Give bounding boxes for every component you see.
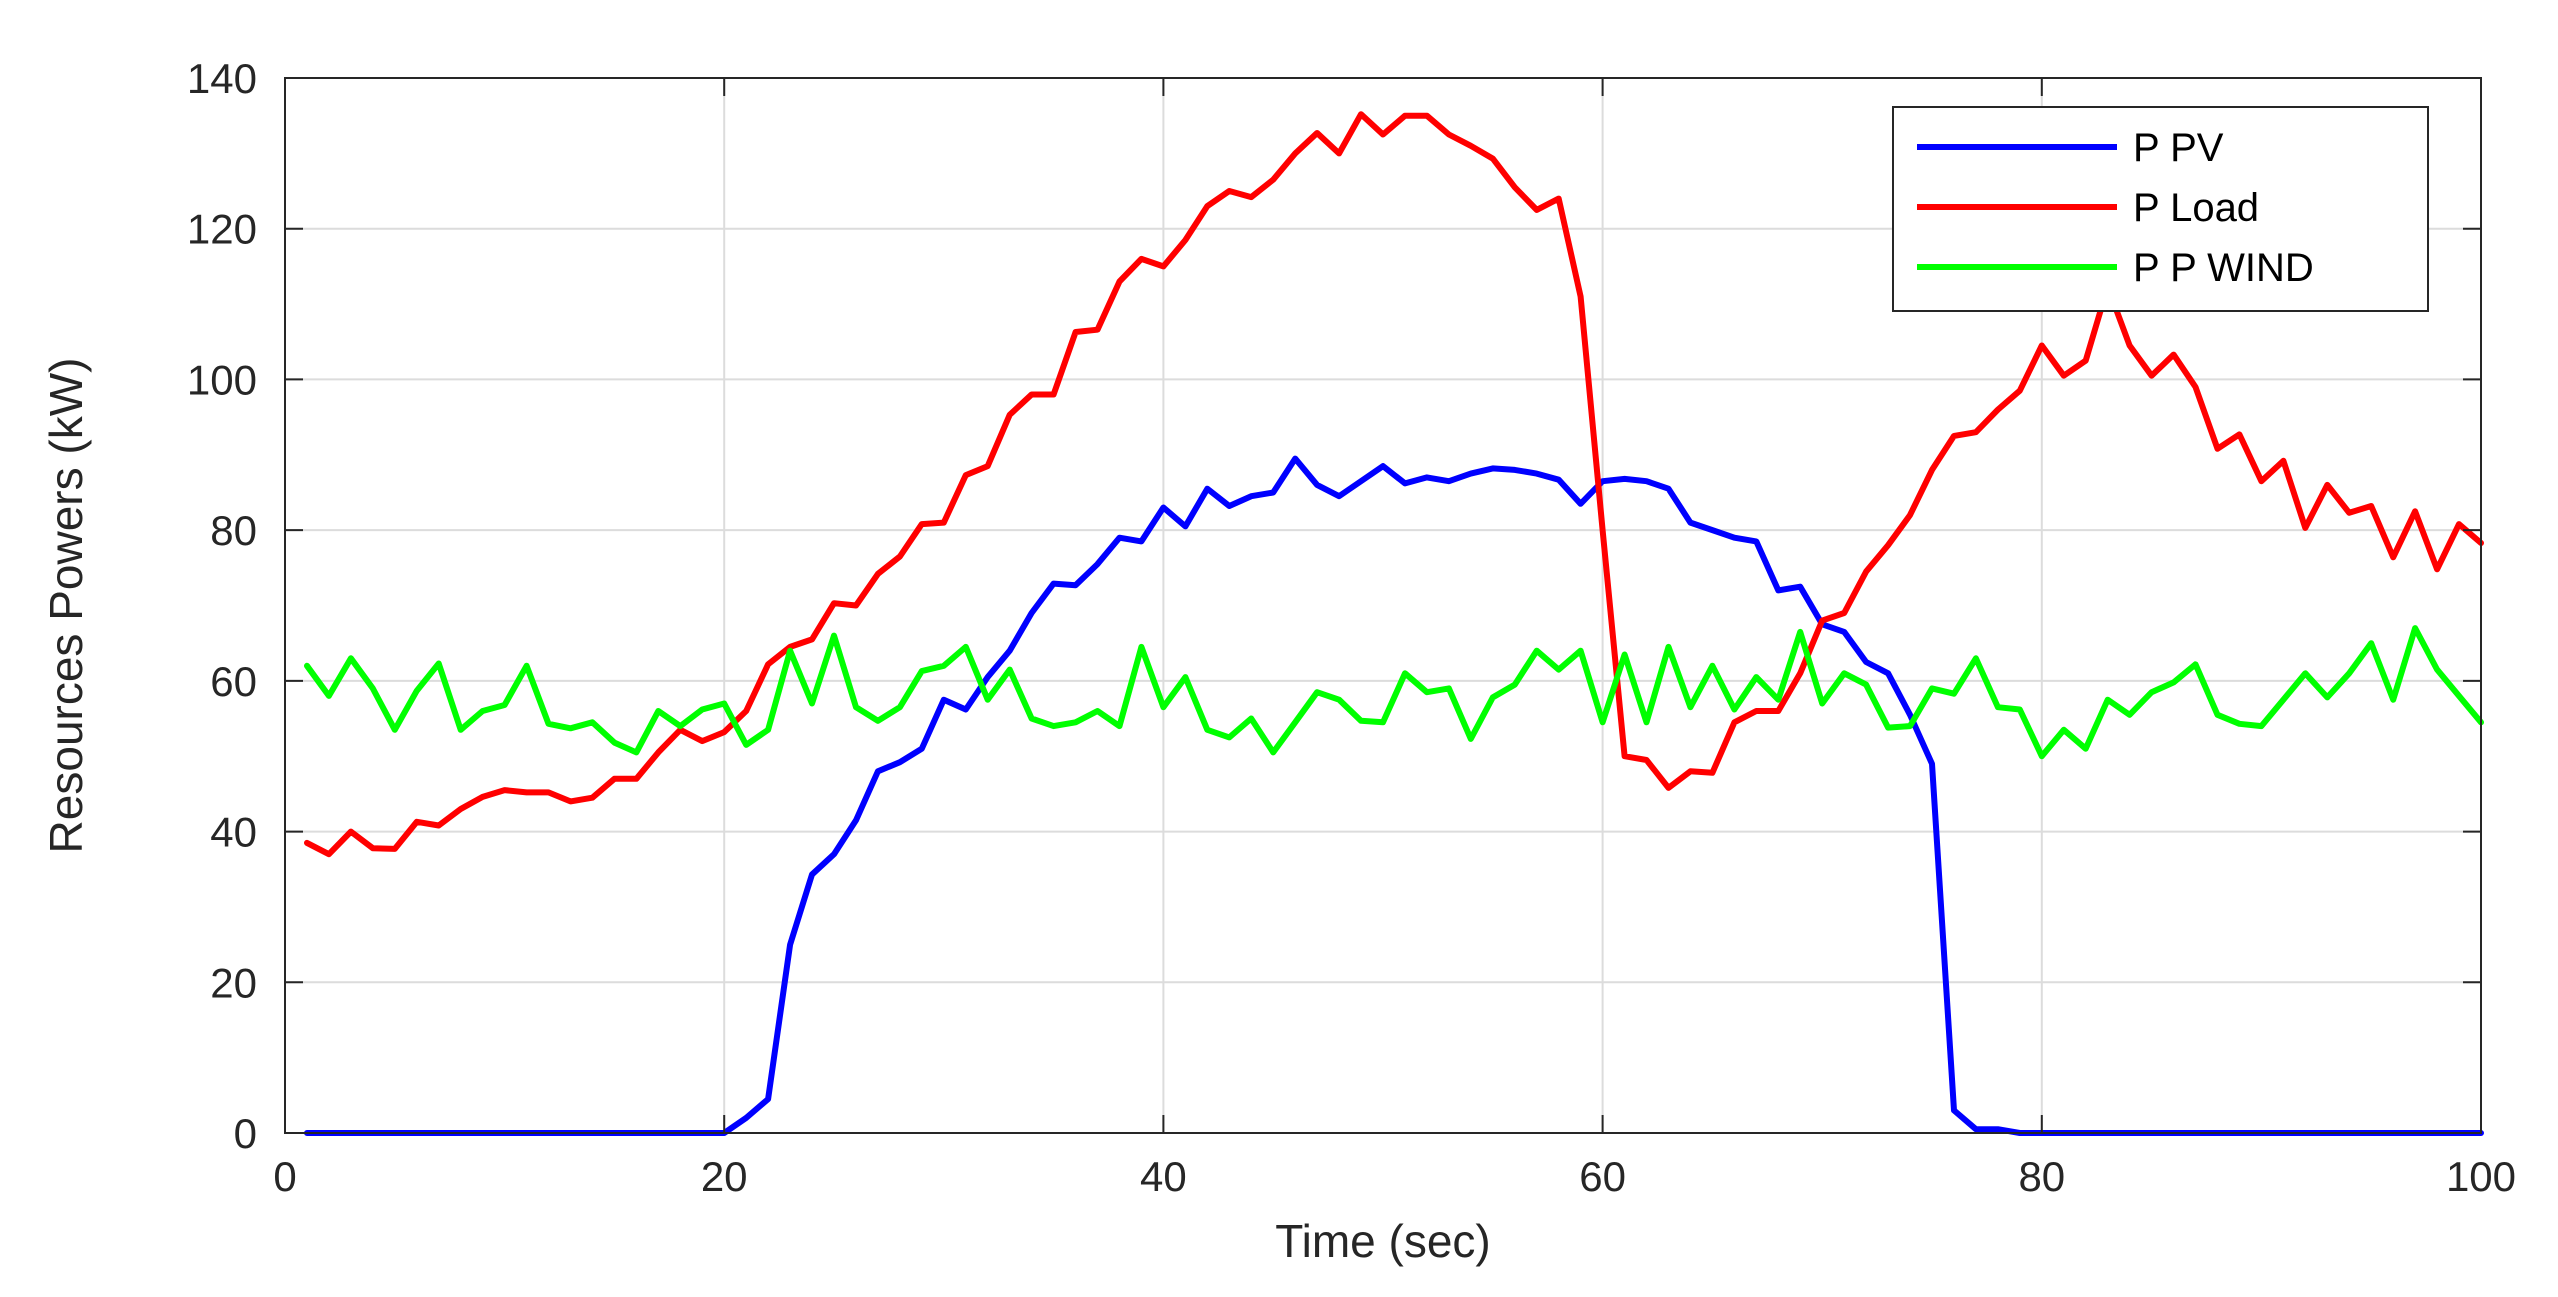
series-line-2 (304, 111, 2484, 858)
y-tick-label: 0 (234, 1110, 257, 1157)
legend-entry-label: P Load (2133, 186, 2259, 230)
axis-ticks: 0 20 40 60 80 100 0 20 40 60 80 100 120 140 (187, 55, 2516, 1200)
series-line-3 (304, 625, 2484, 760)
x-tick-label: 60 (1579, 1153, 1626, 1200)
legend-entry-label: P PV (2133, 126, 2224, 170)
y-tick-label: 80 (210, 507, 257, 554)
x-tick-label: 80 (2018, 1153, 2065, 1200)
x-tick-label: 100 (2446, 1153, 2516, 1200)
y-tick-label: 20 (210, 959, 257, 1006)
y-tick-label: 100 (187, 356, 257, 403)
y-tick-label: 120 (187, 206, 257, 253)
plot-frame (284, 77, 2482, 1134)
x-tick-label: 0 (273, 1153, 296, 1200)
legend-entry-label: P P WIND (2133, 246, 2314, 290)
legend: P PV P Load P P WIND (1892, 106, 2429, 312)
y-tick-label: 40 (210, 809, 257, 856)
x-tick-label: 20 (701, 1153, 748, 1200)
y-tick-label: 140 (187, 55, 257, 102)
x-axis-title: Time (sec) (1275, 1215, 1491, 1267)
x-tick-label: 40 (1140, 1153, 1187, 1200)
y-axis-title: Resources Powers (kW) (40, 358, 92, 854)
y-tick-label: 60 (210, 658, 257, 705)
